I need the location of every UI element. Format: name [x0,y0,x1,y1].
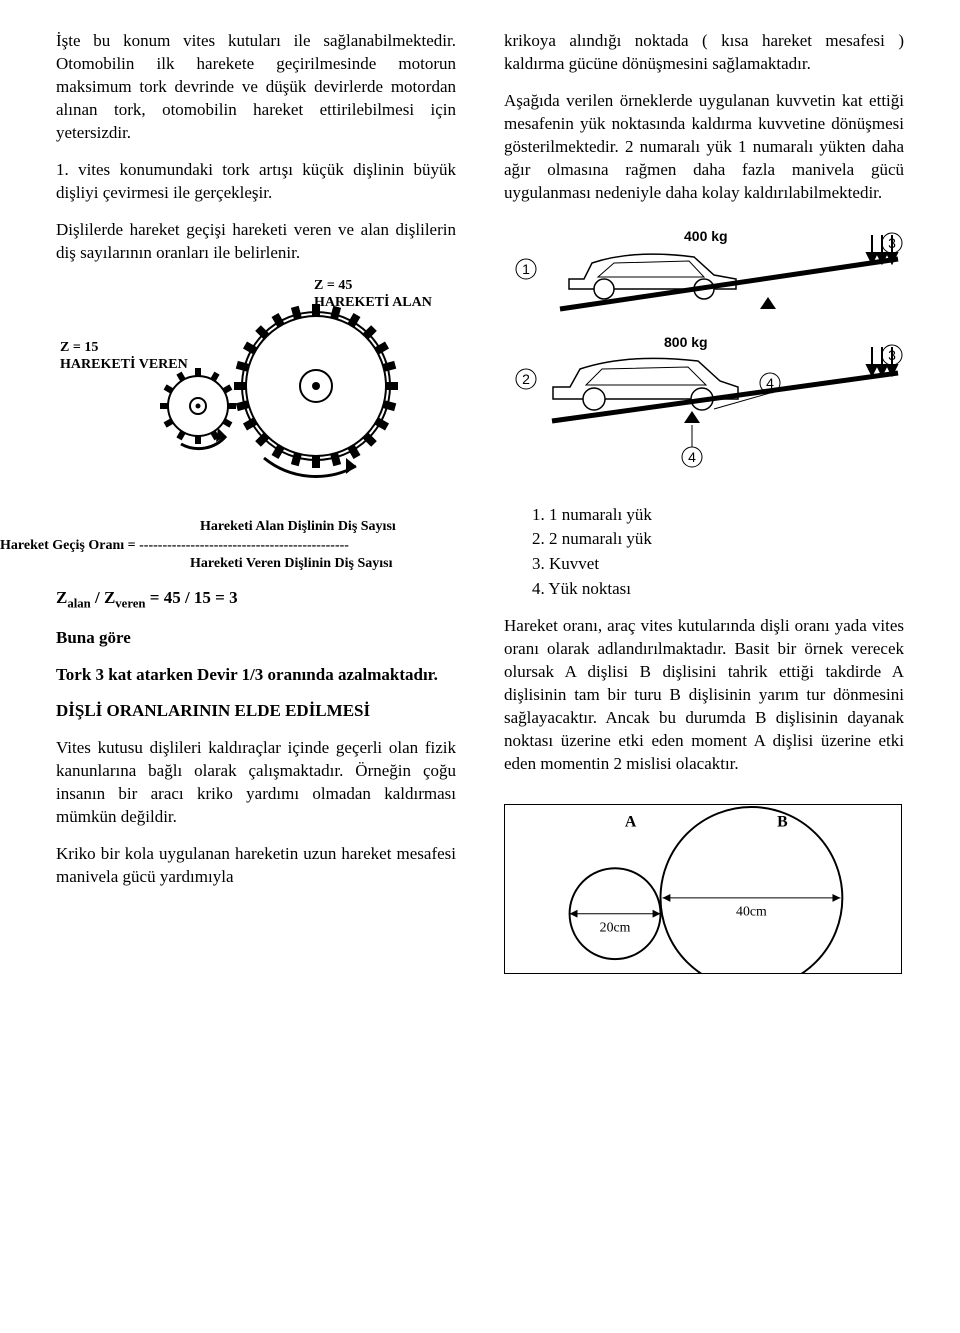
left-column: İşte bu konum vites kutuları ile sağlana… [56,30,456,981]
svg-text:40cm: 40cm [736,903,767,918]
list-item: 4. Yük noktası [532,578,904,601]
paragraph: Vites kutusu dişlileri kaldıraçlar içind… [56,737,456,829]
ratio-expression: Zalan / Zveren = 45 / 15 = 3 [56,587,456,613]
lever-svg: 1 400 kg 3 [504,219,904,479]
paragraph: Dişlilerde hareket geçişi hareketi veren… [56,219,456,265]
z15-line1: Z = 15 [60,340,98,355]
list-item: 3. Kuvvet [532,553,904,576]
formula-dashes: ----------------------------------------… [139,538,349,553]
formula-middle: Hareket Geçiş Oranı = ------------------… [0,537,456,555]
disli-heading: DİŞLİ ORANLARININ ELDE EDİLMESİ [56,700,456,723]
svg-text:1: 1 [522,261,530,277]
svg-text:800 kg: 800 kg [664,334,708,350]
svg-text:20cm: 20cm [600,919,631,934]
legend-list: 1. 1 numaralı yük 2. 2 numaralı yük 3. K… [532,504,904,602]
svg-text:A: A [625,814,637,831]
page-columns: İşte bu konum vites kutuları ile sağlana… [56,30,904,981]
list-item: 2. 2 numaralı yük [532,528,904,551]
paragraph: krikoya alındığı noktada ( kısa hareket … [504,30,904,76]
paragraph: 1. vites konumundaki tork artışı küçük d… [56,159,456,205]
gear-ratio-formula: Hareketi Alan Dişlinin Diş Sayısı Hareke… [0,518,456,573]
list-item: 1. 1 numaralı yük [532,504,904,527]
tork-line: Tork 3 kat atarken Devir 1/3 oranında az… [56,664,456,687]
formula-denominator: Hareketi Veren Dişlinin Diş Sayısı [0,555,456,573]
svg-text:400 kg: 400 kg [684,228,728,244]
paragraph: Hareket oranı, araç vites kutularında di… [504,615,904,776]
formula-numerator: Hareketi Alan Dişlinin Diş Sayısı [0,518,456,536]
svg-text:2: 2 [522,371,530,387]
svg-text:4: 4 [688,449,696,465]
circles-diagram: A B 20cm 40cm [504,804,902,974]
right-column: krikoya alındığı noktada ( kısa hareket … [504,30,904,981]
formula-label: Hareket Geçiş Oranı = [0,538,139,553]
paragraph: İşte bu konum vites kutuları ile sağlana… [56,30,456,145]
paragraph: Kriko bir kola uygulanan hareketin uzun … [56,843,456,889]
lever-car-diagram: 1 400 kg 3 [504,219,904,486]
gear-diagram: Z = 45 HAREKETİ ALAN Z = 15 HAREKETİ VER… [56,278,456,498]
buna-gore: Buna göre [56,627,456,650]
gear-svg [126,286,416,486]
svg-text:B: B [777,814,788,831]
paragraph: Aşağıda verilen örneklerde uygulanan kuv… [504,90,904,205]
